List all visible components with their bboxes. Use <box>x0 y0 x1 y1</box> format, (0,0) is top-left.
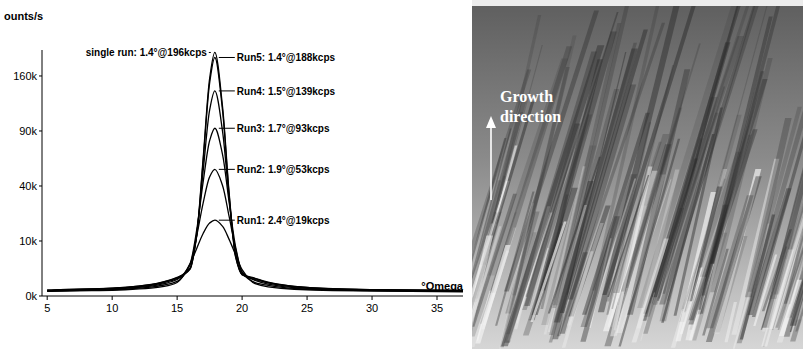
photo-streak <box>472 194 517 327</box>
photo-streak <box>769 84 803 300</box>
photo-edge <box>472 0 803 6</box>
y-tick <box>39 296 42 297</box>
y-tick-label: 40k <box>19 180 37 192</box>
photo-streak <box>607 175 649 297</box>
y-tick-label: 90k <box>19 125 37 137</box>
photo-streak <box>662 139 702 294</box>
photo-streak <box>771 19 803 299</box>
label-leader <box>219 90 235 91</box>
x-tick <box>437 296 438 300</box>
x-tick <box>177 296 178 300</box>
peak-label: Run5: 1.4°@188kcps <box>237 52 336 63</box>
photo-texture <box>472 0 803 349</box>
photo-streak <box>688 79 767 320</box>
label-leader <box>209 52 211 53</box>
figure: 51015202530350k10k40k90k160kounts/s°Omeg… <box>0 0 803 349</box>
y-tick <box>39 130 42 131</box>
photo-streak <box>522 115 592 310</box>
photo-streak <box>472 102 534 348</box>
y-axis-title: ounts/s <box>4 10 43 22</box>
photo-streak <box>667 0 762 301</box>
x-tick <box>307 296 308 300</box>
growth-arrow <box>490 124 492 200</box>
plot-lines <box>47 52 463 291</box>
peak-label: Run4: 1.5°@139kcps <box>237 86 336 97</box>
photo-streak <box>606 122 651 315</box>
series-line <box>47 57 463 290</box>
photo-streak <box>632 239 669 343</box>
y-tick <box>39 75 42 76</box>
y-axis <box>42 50 43 296</box>
x-tick-label: 15 <box>171 302 183 314</box>
peak-label: Run1: 2.4°@19kcps <box>237 215 330 226</box>
peak-label: single run: 1.4°@196kcps <box>86 47 207 58</box>
x-tick <box>112 296 113 300</box>
x-tick-label: 35 <box>431 302 443 314</box>
series-line <box>47 52 463 290</box>
label-leader <box>219 128 235 129</box>
x-tick-label: 20 <box>236 302 248 314</box>
peak-label: Run3: 1.7°@93kcps <box>237 123 330 134</box>
photo-streak <box>737 19 803 343</box>
x-tick-label: 5 <box>44 302 50 314</box>
photo-label-line: direction <box>500 108 561 125</box>
x-tick <box>47 296 48 300</box>
y-tick-label: 10k <box>19 235 37 247</box>
series-line <box>47 91 463 291</box>
x-tick <box>242 296 243 300</box>
growth-arrow-head <box>486 116 496 128</box>
x-tick-label: 25 <box>301 302 313 314</box>
photo-streak <box>692 233 727 341</box>
label-leader <box>219 169 235 170</box>
photo-label: Growth direction <box>500 88 561 125</box>
photo-streak <box>501 45 604 346</box>
photo-streak <box>621 108 682 292</box>
x-tick <box>372 296 373 300</box>
x-axis <box>42 296 463 297</box>
photo <box>453 0 803 349</box>
x-tick-label: 10 <box>106 302 118 314</box>
series-line <box>47 128 463 291</box>
label-leader <box>219 57 235 58</box>
photo-streak <box>761 250 794 347</box>
photo-streak <box>784 43 803 304</box>
photo-streak <box>472 235 493 333</box>
x-tick-label: 30 <box>366 302 378 314</box>
y-tick <box>39 185 42 186</box>
photo-streak <box>724 302 737 342</box>
photo-label-line: Growth <box>500 88 553 105</box>
peak-label: Run2: 1.9°@53kcps <box>237 164 330 175</box>
y-tick-label: 0k <box>25 290 37 302</box>
series-line <box>47 169 463 291</box>
y-tick <box>39 240 42 241</box>
label-leader <box>219 220 235 221</box>
y-tick-label: 160k <box>13 70 37 82</box>
